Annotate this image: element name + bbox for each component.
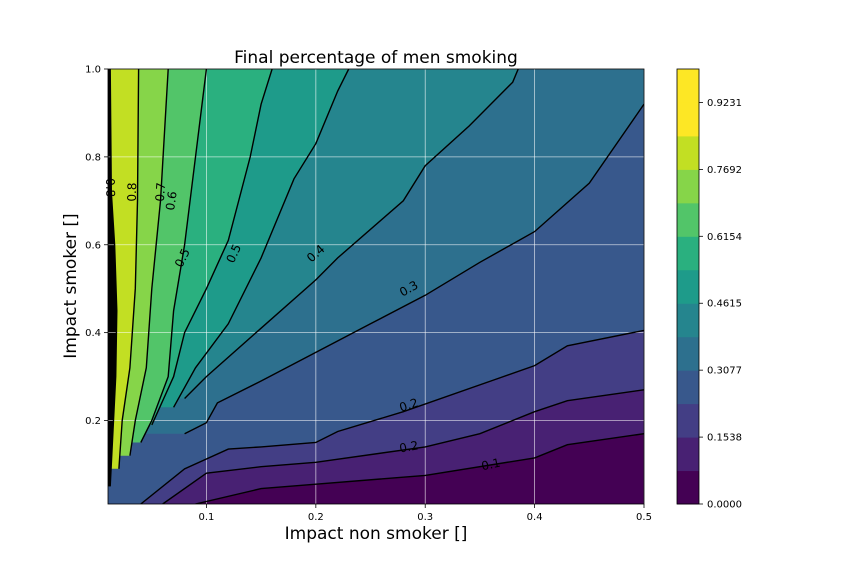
contour-line <box>184 69 519 399</box>
colorbar-band <box>677 303 699 338</box>
contour-line <box>162 389 644 504</box>
colorbar-band <box>677 236 699 271</box>
colorbar-tick-label: 0.6154 <box>707 232 742 243</box>
contour-line <box>140 69 208 443</box>
contour-label: 0.6 <box>163 190 180 211</box>
colorbar-band <box>677 102 699 137</box>
contour-label: 0.2 <box>398 395 421 414</box>
contour-line <box>151 69 273 426</box>
x-tick-label: 0.2 <box>308 512 324 523</box>
colorbar-band <box>677 403 699 438</box>
colorbar-tick-label: 0.3077 <box>707 366 742 377</box>
contour-label-text: 0.2 <box>398 395 421 414</box>
contour-line <box>109 69 118 487</box>
colorbar-tick-label: 0.7692 <box>707 165 742 176</box>
plot-frame <box>107 68 645 505</box>
y-tick-label: 0.6 <box>85 240 101 251</box>
colorbar-band <box>677 69 699 103</box>
contour-label: 0.1 <box>480 456 502 474</box>
y-tick-label: 0.2 <box>85 416 101 427</box>
contour-label: 0.8 <box>125 182 139 201</box>
contour-label-text: 0.6 <box>163 190 180 211</box>
contour-labels: 0.10.20.20.30.40.50.50.60.70.80.8 <box>103 178 502 473</box>
contour-line <box>195 433 644 504</box>
contour-line <box>172 69 350 408</box>
band-fill <box>108 69 117 487</box>
y-tick-label: 0.8 <box>85 152 101 163</box>
contour-label: 0.2 <box>398 438 419 455</box>
contour-line <box>118 69 140 469</box>
colorbar-tick-label: 0.9231 <box>707 98 742 109</box>
colorbar: 0.0000 0.1538 0.3077 0.4615 0.6154 0.7692 0.92… <box>676 68 742 511</box>
colorbar-frame <box>676 68 700 505</box>
y-tick-label: 1.0 <box>85 65 101 76</box>
colorbar-band <box>677 269 699 304</box>
contour-line <box>184 103 644 435</box>
x-tick-label: 0.1 <box>198 512 214 523</box>
colorbar-tick-label: 0.1538 <box>707 433 742 444</box>
y-axis-label: Impact smoker [] <box>61 213 81 358</box>
y-axis-ticks: 0.2 0.4 0.6 0.8 1.0 <box>85 65 108 427</box>
x-tick-label: 0.4 <box>527 512 543 523</box>
x-axis-label: Impact non smoker [] <box>285 524 468 544</box>
colorbar-band <box>677 437 699 472</box>
colorbar-band <box>677 202 699 237</box>
contour-fill-regions <box>108 69 644 504</box>
chart-title: Final percentage of men smoking <box>234 48 518 68</box>
colorbar-band <box>677 169 699 204</box>
contour-label-text: 0.8 <box>125 182 139 201</box>
contour-label-text: 0.2 <box>398 438 419 455</box>
contour-label: 0.8 <box>103 178 117 197</box>
contour-line <box>129 69 169 456</box>
contour-label-text: 0.7 <box>153 182 168 202</box>
x-tick-label: 0.3 <box>417 512 433 523</box>
colorbar-band <box>677 470 699 505</box>
y-tick-label: 0.4 <box>85 328 101 339</box>
contour-lines <box>109 69 644 504</box>
contour-label-text: 0.8 <box>103 178 117 197</box>
colorbar-band <box>677 370 699 405</box>
colorbar-band <box>677 336 699 371</box>
colorbar-tick-label: 0.0000 <box>707 500 742 511</box>
contour-line <box>140 329 644 504</box>
colorbar-tick-label: 0.4615 <box>707 299 742 310</box>
contour-label-text: 0.1 <box>480 456 502 474</box>
x-tick-label: 0.5 <box>636 512 652 523</box>
contour-label: 0.7 <box>153 182 168 202</box>
colorbar-band <box>677 135 699 170</box>
x-axis-ticks: 0.1 0.2 0.3 0.4 0.5 <box>198 504 652 523</box>
